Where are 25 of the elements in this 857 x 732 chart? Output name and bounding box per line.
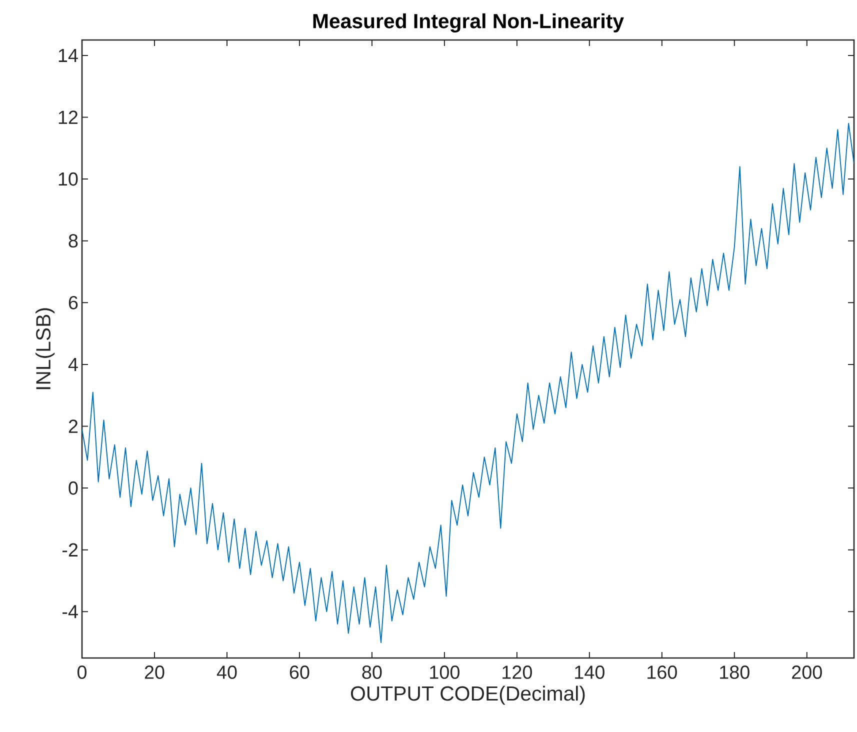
x-tick-label: 20	[144, 666, 164, 679]
x-tick-label: 40	[216, 666, 237, 679]
x-tick-label: 180	[720, 666, 750, 679]
x-tick-label: 100	[430, 666, 460, 679]
x-tick-label: 0	[77, 666, 87, 679]
y-tick-label: 4	[68, 358, 78, 371]
x-tick-label: 120	[502, 666, 532, 679]
y-tick-label: 0	[68, 481, 78, 495]
y-tick-label: 14	[58, 48, 78, 62]
y-tick-label: -4	[62, 605, 78, 618]
x-tick-label: 140	[575, 666, 604, 679]
x-axis-title: OUTPUT CODE(Decimal)	[350, 686, 585, 705]
x-tick-label: 80	[362, 666, 382, 679]
line-series	[82, 122, 854, 644]
chart-title: Measured Integral Non-Linearity	[313, 13, 624, 32]
x-tick-label: 200	[792, 666, 822, 679]
y-tick-label: 8	[68, 234, 78, 248]
x-tick-label: 160	[648, 666, 677, 679]
y-tick-label: -2	[62, 543, 78, 556]
y-tick-label: 12	[58, 110, 78, 124]
y-tick-label: 6	[68, 296, 78, 310]
y-tick-label: 2	[68, 420, 78, 433]
x-tick-label: 60	[290, 666, 310, 679]
y-axis-title: INL(LSB)	[36, 308, 55, 390]
y-tick-label: 10	[58, 172, 78, 186]
